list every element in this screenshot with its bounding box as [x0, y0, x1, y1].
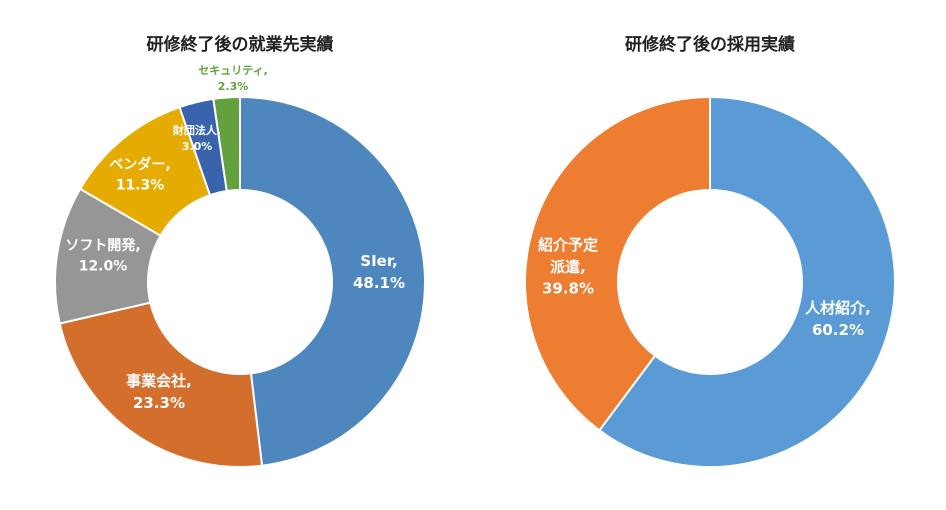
donut-slice-0-5	[212, 95, 241, 193]
donut-slice-1-0	[597, 95, 896, 468]
donut-slice-1-1	[524, 95, 711, 432]
slice-label-0-4: 財団法人, 3.0%	[172, 123, 221, 153]
slice-value-label: 11.3%	[116, 177, 165, 193]
slice-label-line2: 派遣,	[550, 258, 586, 276]
slice-value-label: 48.1%	[353, 274, 405, 292]
slice-category-label: 人材紹介,	[805, 299, 871, 317]
slice-value-label: 2.3%	[218, 80, 249, 93]
chart-title-employment: 研修終了後の就業先実績	[146, 35, 334, 55]
slice-label-1-0: 人材紹介, 60.2%	[805, 299, 871, 339]
slice-label-0-1: 事業会社, 23.3%	[126, 372, 192, 412]
slice-category-label: SIer,	[360, 252, 397, 270]
slice-value-label: 12.0%	[79, 258, 128, 274]
donut-slice-0-0	[239, 95, 426, 467]
slice-value-label: 60.2%	[812, 321, 864, 339]
chart-title-hiring: 研修終了後の採用実績	[625, 35, 795, 55]
slice-category-label: ベンダー,	[109, 156, 170, 173]
slice-value-label: 23.3%	[133, 394, 185, 412]
donut-slice-0-1	[58, 301, 264, 468]
slice-label-1-1: 紹介予定派遣, 39.8%	[538, 236, 598, 298]
slice-category-label: 事業会社,	[126, 372, 192, 390]
slice-value-label: 3.0%	[182, 140, 213, 153]
slice-label-0-5: セキュリティ, 2.3%	[198, 64, 268, 93]
slice-label-line1: 紹介予定	[538, 236, 598, 254]
slice-category-label: ソフト開発,	[65, 237, 140, 254]
slice-category-label: 財団法人,	[172, 123, 221, 137]
slice-value-label: 39.8%	[542, 280, 594, 298]
slice-category-label: セキュリティ,	[198, 64, 268, 77]
slice-label-0-3: ベンダー, 11.3%	[109, 156, 170, 193]
slice-label-0-2: ソフト開発, 12.0%	[65, 237, 140, 274]
slice-label-0-0: SIer, 48.1%	[353, 252, 405, 292]
